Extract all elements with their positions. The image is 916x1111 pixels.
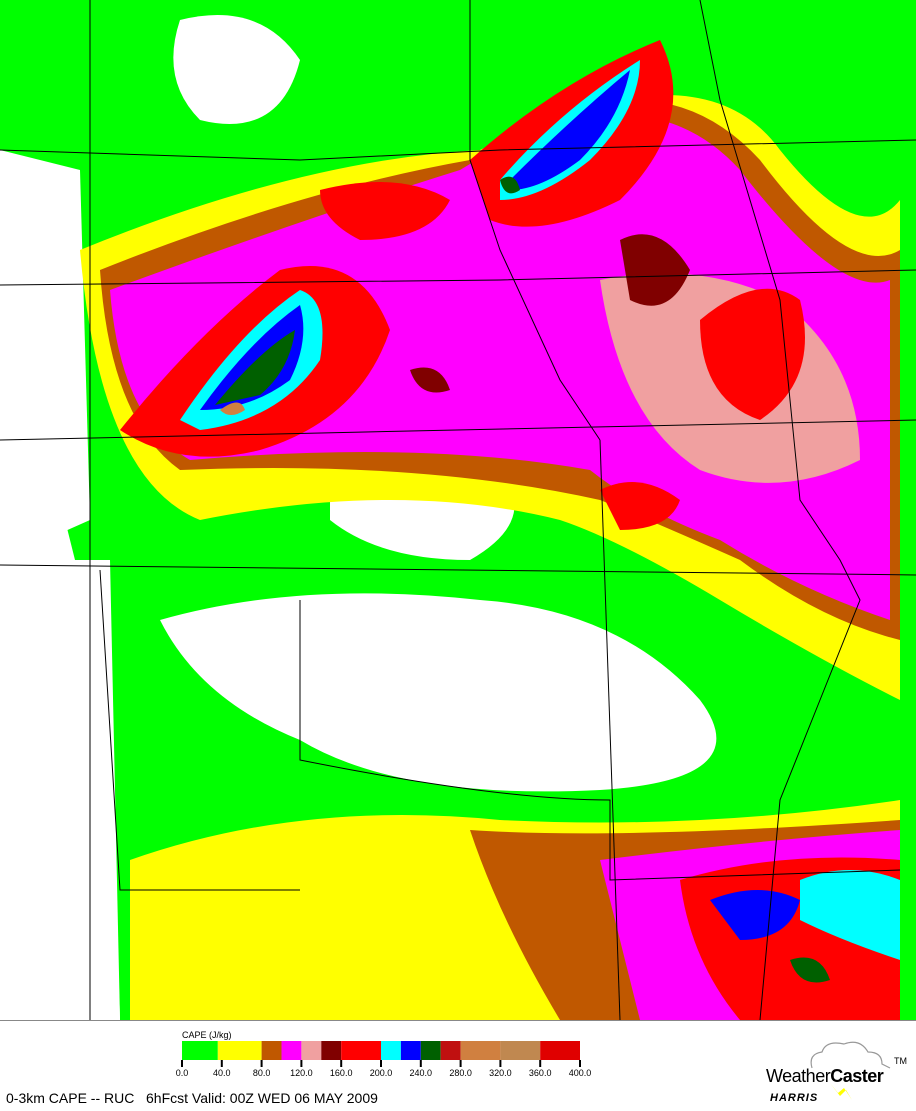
legend-tick-label: 360.0 [528, 1068, 552, 1078]
cape-map [0, 0, 916, 1021]
legend-title: CAPE (J/kg) [182, 1030, 232, 1040]
legend-swatch [321, 1041, 342, 1060]
legend-swatch [420, 1041, 441, 1060]
color-legend: CAPE (J/kg) 0.0 40.0 80.0 120.0 160.0 200.0 24… [170, 1020, 592, 1080]
county-state-boundaries [0, 0, 916, 1020]
cape-contours [0, 0, 916, 1020]
legend-tick-label: 320.0 [489, 1068, 512, 1078]
legend-tick-label: 400.0 [568, 1068, 592, 1078]
legend-swatch [540, 1041, 580, 1060]
legend-tick-label: 120.0 [290, 1068, 313, 1078]
legend-swatch [182, 1041, 218, 1060]
weathercaster-logo: WeatherCaster TM HARRIS [760, 1038, 916, 1111]
legend-tick-label: 200.0 [369, 1068, 393, 1078]
legend-tick-label: 160.0 [329, 1068, 353, 1078]
legend-bar [181, 1041, 581, 1067]
legend-swatch [400, 1041, 421, 1060]
legend-tick-label: 280.0 [449, 1068, 472, 1078]
legend-swatch [460, 1041, 501, 1060]
legend-tick-label: 0.0 [175, 1068, 189, 1078]
legend-swatch [381, 1041, 401, 1060]
trademark: TM [894, 1056, 907, 1066]
legend-swatch [440, 1041, 461, 1060]
logo-wordmark: WeatherCaster [766, 1066, 884, 1086]
legend-swatch [261, 1041, 282, 1060]
map-title: 0-3km CAPE -- RUC 6hFcst Valid: 00Z WED … [6, 1090, 378, 1106]
legend-tick-label: 40.0 [213, 1068, 231, 1078]
legend-swatch [500, 1041, 541, 1060]
legend-swatch [281, 1041, 302, 1060]
legend-tick-label: 80.0 [252, 1068, 271, 1078]
harris-logo: HARRIS [770, 1092, 819, 1104]
legend-swatch [217, 1041, 262, 1060]
legend-swatch [341, 1041, 381, 1060]
legend-tick-label: 240.0 [409, 1068, 433, 1078]
legend-swatch [301, 1041, 322, 1060]
cloud-lightning-icon [810, 1041, 891, 1100]
